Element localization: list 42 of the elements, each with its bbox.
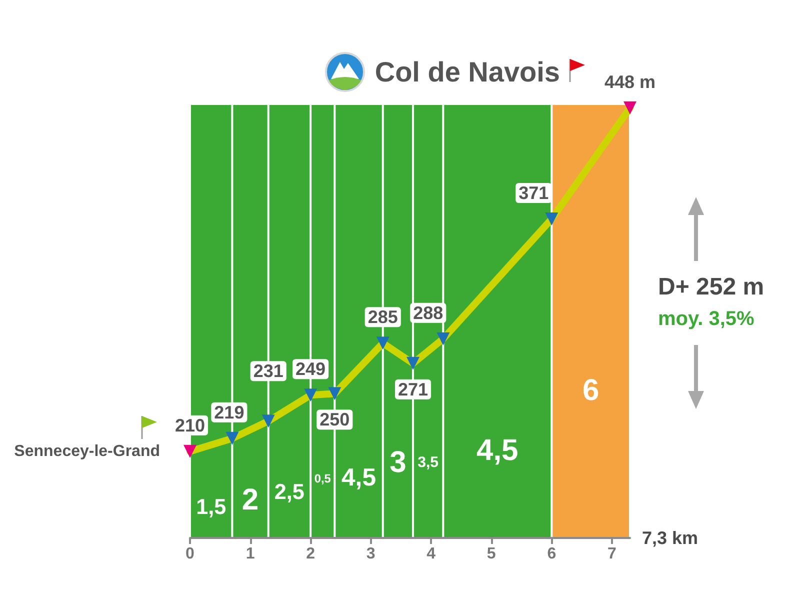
data-label: 231	[253, 361, 284, 382]
x-tick-label: 7	[607, 546, 616, 562]
point	[406, 356, 420, 370]
band-label: 4,5	[476, 434, 518, 467]
band-label: 3	[390, 446, 406, 480]
x-tick-label: 5	[486, 546, 496, 562]
point	[304, 388, 318, 402]
data-label: 250	[320, 410, 350, 430]
point	[226, 432, 239, 445]
annotation: Sennecey-le-Grand	[14, 442, 160, 460]
x-tick-label: 2	[306, 546, 316, 562]
data-label: 271	[398, 379, 428, 400]
band-label: 3,5	[418, 454, 439, 472]
band-label: 0,5	[314, 472, 332, 486]
band-label: 2,5	[274, 479, 304, 504]
x-tick-label: 1	[246, 546, 255, 562]
data-label: 288	[413, 302, 444, 323]
text: moy. 3,5%	[658, 308, 755, 330]
data-label: 448 m	[604, 72, 656, 92]
data-label: 219	[214, 402, 244, 422]
x-tick-label: 3	[366, 546, 376, 562]
point	[436, 332, 450, 346]
point	[262, 414, 275, 428]
band-label: 1,5	[196, 494, 226, 520]
data-label: 371	[518, 183, 549, 204]
band-label: 4,5	[342, 464, 376, 492]
point	[328, 387, 342, 400]
point	[184, 444, 196, 458]
x-tick-label: 4	[426, 546, 436, 562]
chart-title: Col de Navois	[374, 56, 560, 88]
data-label: 210	[174, 415, 206, 436]
x-tick-label: 6	[547, 546, 556, 562]
band-label: 6	[582, 374, 600, 408]
x-axis-title: 7,3 km	[642, 528, 698, 548]
x-tick-label: 0	[186, 546, 195, 562]
point	[624, 101, 636, 114]
point	[376, 336, 390, 350]
text: D+ 252 m	[658, 273, 764, 300]
point	[545, 212, 558, 226]
band-label: 2	[242, 484, 259, 517]
data-label: 285	[368, 307, 398, 328]
data-label: 249	[296, 359, 326, 380]
